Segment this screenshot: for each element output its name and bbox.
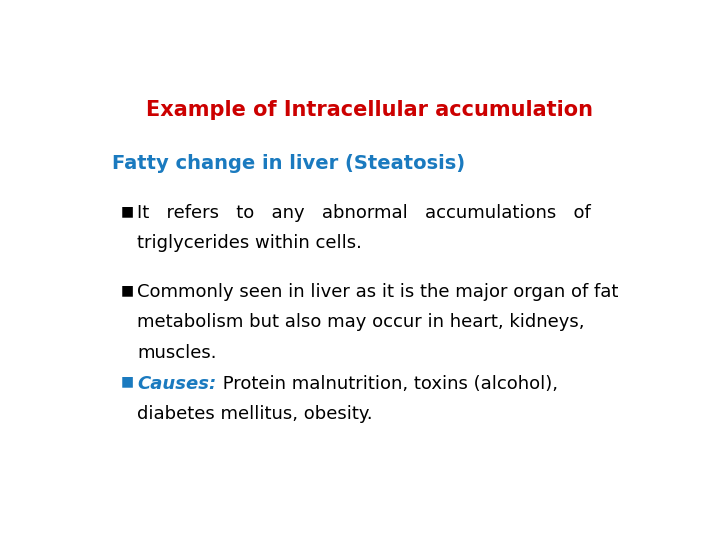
Text: Protein malnutrition, toxins (alcohol),: Protein malnutrition, toxins (alcohol), [217, 375, 558, 393]
Text: triglycerides within cells.: triglycerides within cells. [138, 234, 362, 252]
Text: ■: ■ [121, 283, 134, 297]
Text: diabetes mellitus, obesity.: diabetes mellitus, obesity. [138, 405, 373, 423]
Text: It   refers   to   any   abnormal   accumulations   of: It refers to any abnormal accumulations … [138, 204, 591, 222]
Text: Causes:: Causes: [138, 375, 217, 393]
Text: muscles.: muscles. [138, 344, 217, 362]
Text: ■: ■ [121, 204, 134, 218]
Text: metabolism but also may occur in heart, kidneys,: metabolism but also may occur in heart, … [138, 313, 585, 332]
Text: ■: ■ [121, 375, 134, 389]
Text: Example of Intracellular accumulation: Example of Intracellular accumulation [145, 100, 593, 120]
Text: Fatty change in liver (Steatosis): Fatty change in liver (Steatosis) [112, 154, 465, 173]
Text: Commonly seen in liver as it is the major organ of fat: Commonly seen in liver as it is the majo… [138, 283, 618, 301]
